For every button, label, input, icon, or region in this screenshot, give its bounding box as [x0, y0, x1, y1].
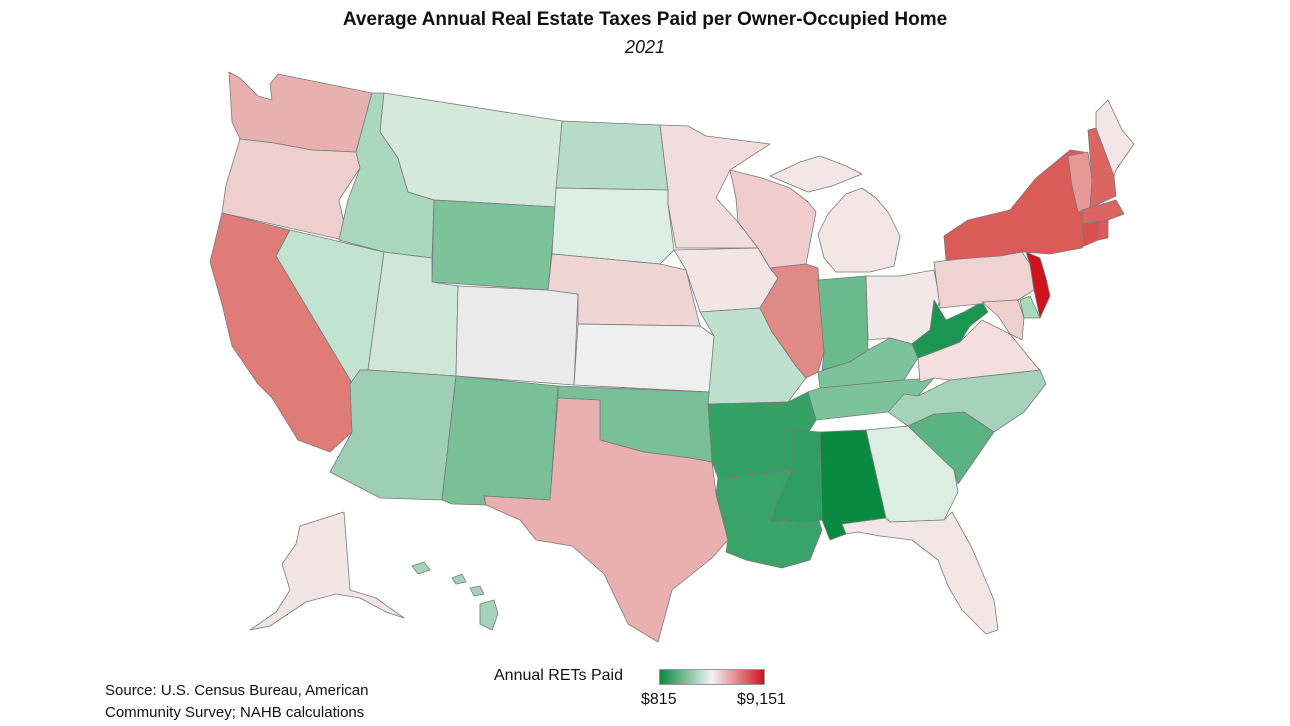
state-kansas[interactable]	[573, 323, 715, 393]
state-maryland[interactable]	[981, 299, 1025, 341]
legend-color-scale	[659, 669, 765, 685]
state-florida[interactable]	[841, 511, 999, 635]
state-south-dakota[interactable]	[551, 187, 675, 265]
legend-title: Annual RETs Paid	[494, 667, 623, 684]
state-west-virginia[interactable]	[911, 299, 989, 359]
state-new-mexico[interactable]	[441, 375, 559, 506]
state-alaska[interactable]	[249, 511, 405, 631]
state-north-dakota[interactable]	[555, 120, 669, 191]
state-tennessee[interactable]	[807, 377, 935, 421]
source-line-1: Source: U.S. Census Bureau, American	[105, 682, 369, 699]
state-maine[interactable]	[1095, 99, 1135, 177]
state-rhode-island[interactable]	[1097, 219, 1109, 241]
state-hawaii[interactable]	[411, 561, 499, 631]
state-texas[interactable]	[483, 397, 729, 643]
state-connecticut[interactable]	[1081, 221, 1099, 247]
state-illinois[interactable]	[759, 263, 825, 379]
state-north-carolina[interactable]	[887, 369, 1047, 433]
state-minnesota[interactable]	[659, 124, 771, 249]
state-colorado[interactable]	[455, 285, 579, 386]
map-title: Average Annual Real Estate Taxes Paid pe…	[342, 9, 948, 30]
source-line-2: Community Survey; NAHB calculations	[105, 704, 365, 721]
source-note: Source: U.S. Census Bureau, American Com…	[105, 680, 368, 724]
state-montana[interactable]	[379, 92, 563, 208]
state-new-jersey[interactable]	[1025, 251, 1051, 319]
state-massachusetts[interactable]	[1081, 199, 1125, 225]
state-wyoming[interactable]	[431, 199, 557, 291]
state-michigan[interactable]	[769, 155, 901, 273]
state-pennsylvania[interactable]	[933, 251, 1035, 309]
legend-max-label: $9,151	[737, 691, 786, 708]
state-oregon[interactable]	[221, 138, 361, 242]
map-subtitle: 2021	[624, 37, 666, 57]
legend-min-label: $815	[641, 691, 677, 708]
